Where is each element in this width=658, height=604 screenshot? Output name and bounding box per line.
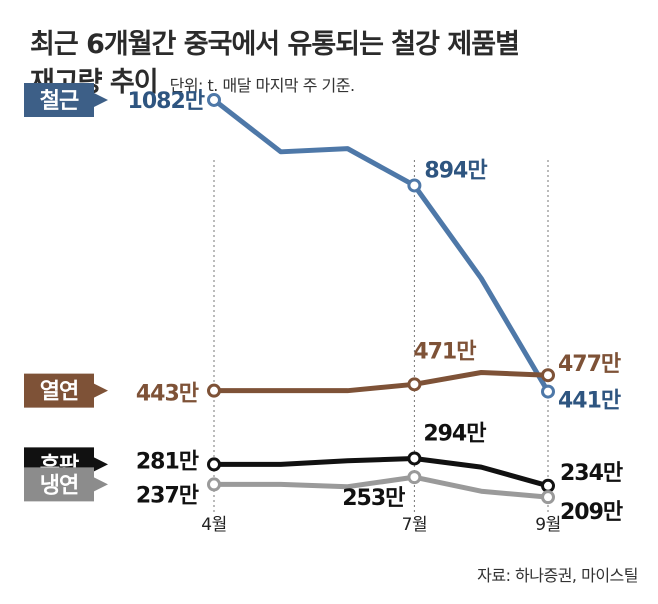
- data-label-3-4: 281만: [136, 449, 199, 474]
- source-note: 자료: 하나증권, 마이스틸: [477, 566, 638, 585]
- data-label-1-4: 1082만: [128, 89, 205, 114]
- series-badge-label-4: 냉연: [40, 473, 78, 498]
- data-label-3-7: 294만: [423, 421, 486, 446]
- x-tick-label-7: 7월: [402, 515, 427, 535]
- data-label-2-7: 471만: [413, 339, 476, 364]
- series-badge-label-2: 열연: [40, 380, 78, 405]
- data-label-2-4: 443만: [136, 382, 199, 407]
- data-label-2-9: 477만: [558, 352, 621, 377]
- series-4-marker-4: [207, 477, 221, 492]
- data-label-1-7: 894만: [424, 158, 487, 183]
- series-badge-2: [24, 373, 108, 408]
- series-4-marker-9: [541, 490, 555, 505]
- series-line-2: [211, 369, 551, 394]
- series-1-marker-9: [541, 384, 555, 399]
- chart-title-line1: 최근 6개월간 중국에서 유통되는 철강 제품별: [30, 29, 520, 60]
- series-3-marker-7: [407, 451, 422, 466]
- series-line-3: [211, 455, 551, 489]
- series-3-marker-4: [207, 457, 221, 472]
- series-2-marker-9: [541, 368, 555, 383]
- series-badge-1: [24, 82, 108, 117]
- series-1-marker-7: [407, 178, 422, 193]
- series-1-marker-4: [207, 92, 221, 107]
- series-badge-4: [24, 467, 108, 502]
- series-line-1: [211, 97, 551, 395]
- x-tick-label-9: 9월: [535, 515, 560, 535]
- x-tick-label-4: 4월: [201, 515, 226, 535]
- series-4-marker-7: [407, 470, 422, 485]
- series-2-marker-4: [207, 383, 221, 398]
- data-label-3-9: 234만: [560, 461, 623, 486]
- title-block: 최근 6개월간 중국에서 유통되는 철강 제품별 재고량 추이 단위: t. 매달…: [30, 26, 520, 105]
- unit-note: 단위: t. 매달 마지막 주 기준.: [169, 76, 355, 95]
- data-label-4-7: 253만: [342, 486, 405, 511]
- data-label-4-4: 237만: [136, 483, 199, 508]
- data-label-4-9: 209만: [560, 500, 623, 525]
- data-label-1-9: 441만: [558, 389, 621, 414]
- series-line-4: [211, 474, 551, 500]
- series-2-marker-7: [407, 377, 422, 392]
- series-badge-label-1: 철근: [40, 89, 79, 114]
- series-3-marker-9: [541, 478, 555, 493]
